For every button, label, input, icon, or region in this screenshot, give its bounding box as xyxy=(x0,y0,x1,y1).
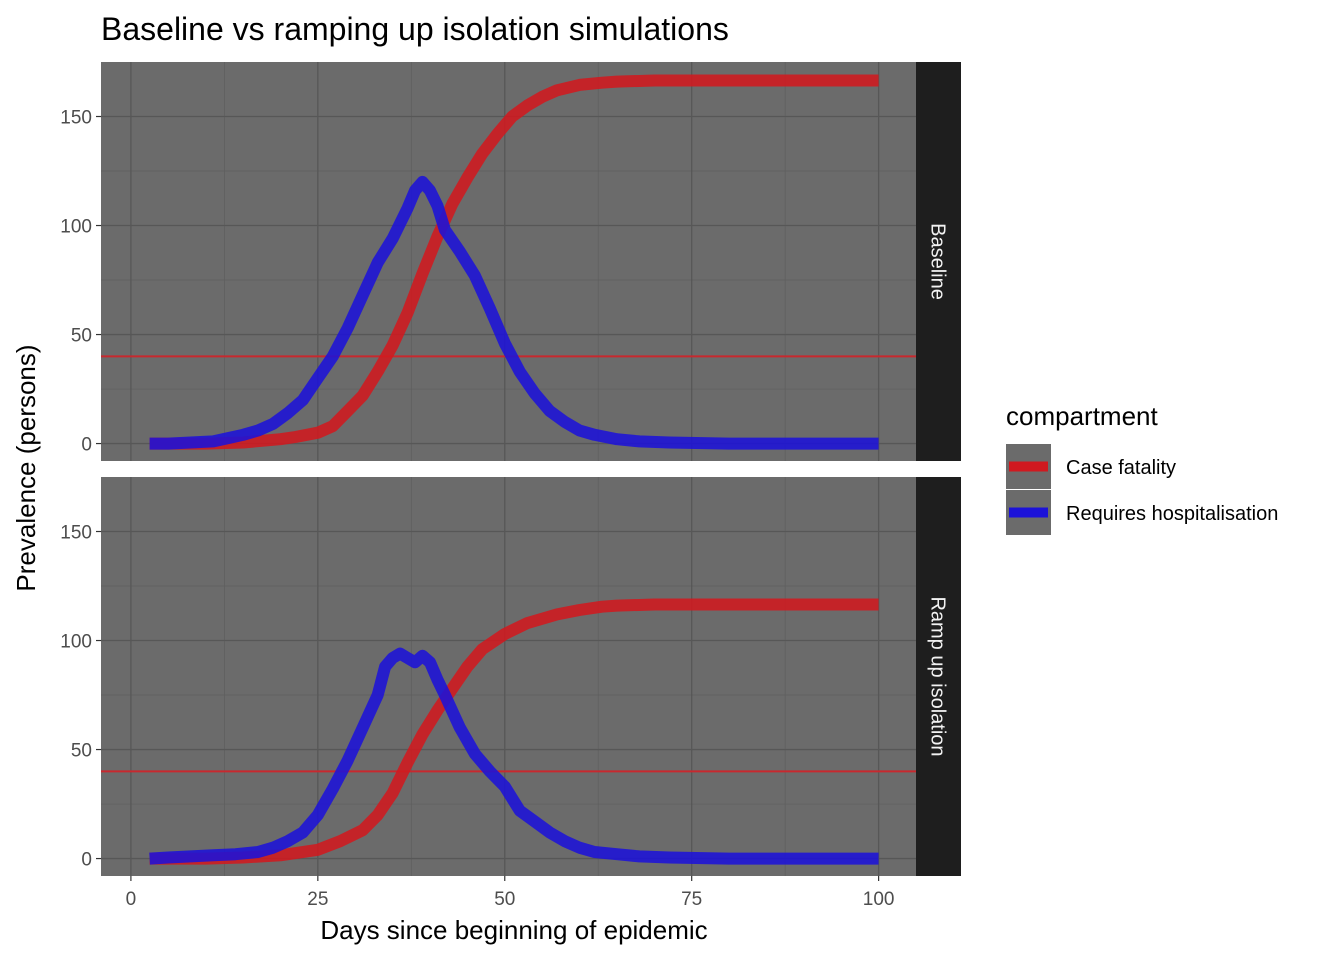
facet-strip xyxy=(916,62,961,461)
y-tick-label: 50 xyxy=(71,741,92,762)
series-line-requires-hospitalisation xyxy=(149,175,879,450)
series-line-case-fatality xyxy=(149,74,879,450)
facet-strip xyxy=(916,477,961,876)
panels: 0 50 100 150 Baseline 0 50 100 150 Ramp up isolat… xyxy=(60,62,961,910)
legend-label-case-fatality: Case fatality xyxy=(1066,457,1176,479)
y-axis-title: Prevalence (persons) xyxy=(11,344,41,591)
facet-strip-label: Ramp up isolation xyxy=(927,596,949,756)
x-tick-label: 50 xyxy=(494,889,515,910)
y-tick-label: 50 xyxy=(71,326,92,347)
y-tick-label: 100 xyxy=(60,632,92,653)
y-tick-label: 100 xyxy=(60,217,92,238)
series-line-requires-hospitalisation xyxy=(149,647,879,865)
panel-background xyxy=(101,477,916,876)
x-tick-label: 25 xyxy=(307,889,328,910)
series-line-case-fatality xyxy=(149,598,879,865)
x-tick-label: 0 xyxy=(126,889,137,910)
facet-strip-label: Baseline xyxy=(927,223,949,300)
y-tick-label: 0 xyxy=(81,435,92,456)
legend-label-requires-hospitalisation: Requires hospitalisation xyxy=(1066,503,1278,525)
panel-1: 0 50 100 150 Baseline xyxy=(60,62,961,461)
legend-title: compartment xyxy=(1006,401,1158,431)
x-tick-label: 100 xyxy=(863,889,895,910)
panel-2: 0 50 100 150 Ramp up isolation 0 25 50 75 100 xyxy=(60,477,961,910)
y-tick-label: 150 xyxy=(60,523,92,544)
x-tick-label: 75 xyxy=(681,889,702,910)
chart-title: Baseline vs ramping up isolation simulat… xyxy=(101,11,729,47)
y-tick-label: 150 xyxy=(60,108,92,129)
x-axis-title: Days since beginning of epidemic xyxy=(320,915,707,945)
legend: compartment Case fatality Requires hospi… xyxy=(1006,401,1278,535)
y-tick-label: 0 xyxy=(81,850,92,871)
